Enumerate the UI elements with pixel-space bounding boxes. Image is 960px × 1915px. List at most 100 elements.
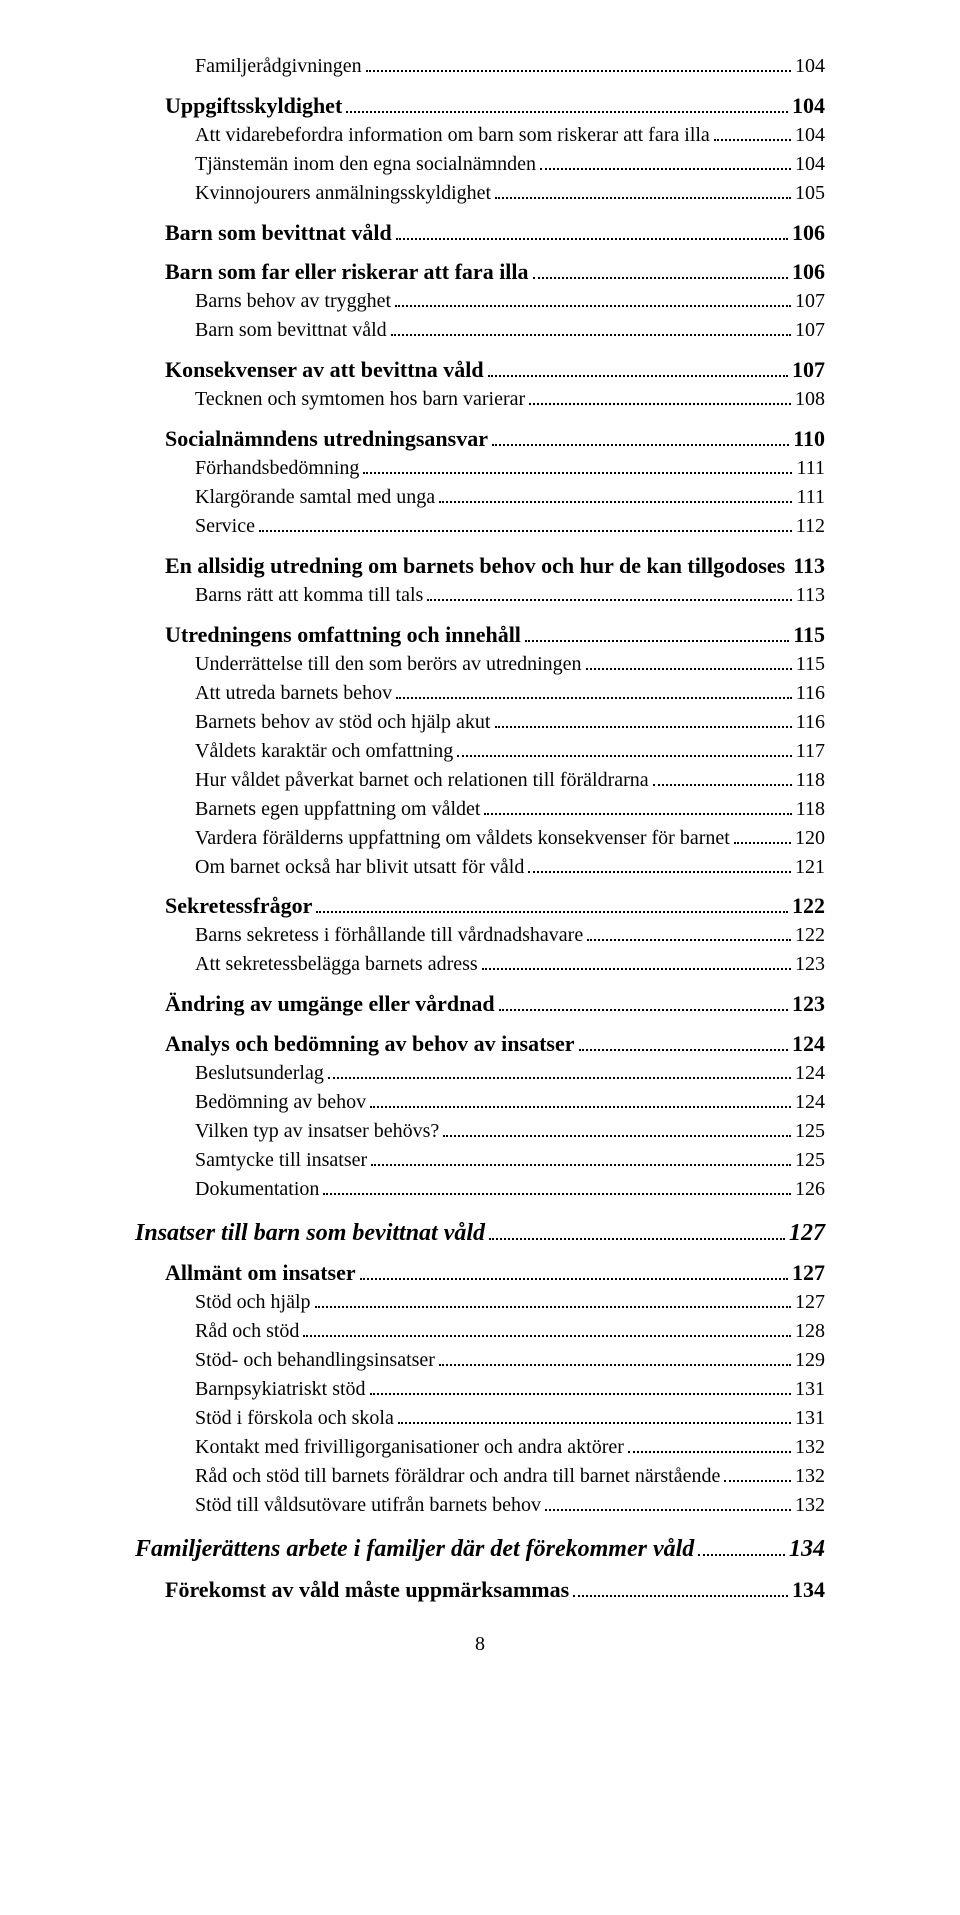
toc-entry: Dokumentation 126 [195,1175,825,1202]
toc-leader [489,1216,785,1240]
toc-entry-page: 105 [795,181,825,206]
toc-entry-label: Sekretessfrågor [165,893,312,919]
toc-leader [328,1059,791,1079]
toc-entry: Förekomst av våld måste uppmärksammas 134 [165,1575,825,1603]
toc-entry-page: 127 [792,1260,825,1286]
toc-entry-label: Barns behov av trygghet [195,289,391,314]
toc-entry: Förhandsbedömning111 [195,454,825,481]
toc-leader [653,766,792,786]
toc-leader [529,385,791,405]
toc-entry: Barn som bevittnat våld 106 [165,218,825,246]
toc-entry-label: Barnets behov av stöd och hjälp akut [195,710,491,735]
toc-entry: Barns rätt att komma till tals 113 [195,581,825,608]
toc-entry-page: 108 [795,387,825,412]
toc-leader [579,1029,788,1051]
toc-entry-label: Analys och bedömning av behov av insatse… [165,1031,575,1057]
toc-entry-label: Utredningens omfattning och innehåll [165,622,521,648]
toc-entry: Familjerättens arbete i familjer där det… [135,1532,825,1563]
toc-entry-page: 134 [792,1577,825,1603]
page-container: Familjerådgivningen 104 Uppgiftsskyldighet… [0,0,960,1696]
toc-entry-label: Barn som bevittnat våld [165,220,392,246]
toc-leader [499,989,788,1011]
toc-entry-label: Våldets karaktär och omfattning [195,739,453,764]
toc-entry: Att sekretessbelägga barnets adress123 [195,950,825,977]
toc-entry: Klargörande samtal med unga111 [195,483,825,510]
toc-leader [316,892,788,914]
toc-entry: Familjerådgivningen 104 [195,52,825,79]
toc-leader [259,512,792,532]
toc-leader [488,355,788,377]
toc-entry-label: Barn som bevittnat våld [195,318,387,343]
toc-leader [495,708,792,728]
toc-leader [395,287,791,307]
toc-entry-label: Råd och stöd till barnets föräldrar och … [195,1464,720,1489]
toc-leader [698,1532,785,1556]
toc-entry: Om barnet också har blivit utsatt för vå… [195,853,825,880]
toc-leader [439,483,792,503]
toc-leader [734,824,791,844]
toc-entry: Vardera förälderns uppfattning om våldet… [195,824,825,851]
toc-leader [360,1259,788,1281]
toc-entry: Barnets egen uppfattning om våldet118 [195,795,825,822]
toc-entry: Stöd i förskola och skola131 [195,1404,825,1431]
toc-entry-label: Barnets egen uppfattning om våldet [195,797,480,822]
toc-entry-page: 131 [795,1377,825,1402]
toc-leader [370,1375,791,1395]
toc-entry: Uppgiftsskyldighet104 [165,91,825,119]
toc-entry: Samtycke till insatser125 [195,1146,825,1173]
toc-entry-page: 126 [795,1177,825,1202]
toc-entry-label: Familjerådgivningen [195,54,362,79]
toc-entry: Våldets karaktär och omfattning117 [195,737,825,764]
toc-entry: Barns sekretess i förhållande till vårdn… [195,921,825,948]
toc-entry-label: Konsekvenser av att bevittna våld [165,357,484,383]
toc-entry-page: 115 [793,622,825,648]
toc-leader [484,795,791,815]
toc-entry-label: Familjerättens arbete i familjer där det… [135,1536,694,1563]
toc-entry-label: Service [195,514,255,539]
toc-entry-page: 113 [796,583,825,608]
toc-entry-page: 104 [795,54,825,79]
toc-leader [366,52,791,72]
toc-leader [545,1491,791,1511]
toc-entry-page: 110 [793,426,825,452]
toc-entry-label: Barns sekretess i förhållande till vårdn… [195,923,583,948]
toc-entry-page: 121 [795,855,825,880]
toc-leader [398,1404,791,1424]
toc-leader [363,454,792,474]
toc-entry: Kontakt med frivilligorganisationer och … [195,1433,825,1460]
toc-entry: Barn som bevittnat våld107 [195,316,825,343]
toc-leader [482,950,791,970]
toc-leader [540,150,791,170]
toc-entry-page: 128 [795,1319,825,1344]
toc-entry-label: Tecknen och symtomen hos barn varierar [195,387,525,412]
toc-entry: Att vidarebefordra information om barn s… [195,121,825,148]
toc-entry: Tecknen och symtomen hos barn varierar 10… [195,385,825,412]
toc-entry-page: 116 [796,710,825,735]
toc-entry-page: 112 [796,514,825,539]
toc-entry-page: 106 [792,220,825,246]
toc-leader [315,1288,791,1308]
toc-entry: Allmänt om insatser 127 [165,1259,825,1287]
toc-entry-label: Barns rätt att komma till tals [195,583,423,608]
toc-entry-label: Råd och stöd [195,1319,299,1344]
toc-entry: Konsekvenser av att bevittna våld107 [165,355,825,383]
toc-entry: Barnets behov av stöd och hjälp akut 116 [195,708,825,735]
toc-entry-label: Ändring av umgänge eller vårdnad [165,991,495,1017]
toc-entry-page: 122 [792,893,825,919]
toc-entry-label: En allsidig utredning om barnets behov o… [165,553,785,579]
toc-entry-label: Allmänt om insatser [165,1260,356,1286]
toc-entry-page: 111 [796,485,825,510]
toc-entry-label: Bedömning av behov [195,1090,366,1115]
toc-entry-label: Att utreda barnets behov [195,681,392,706]
toc-entry-page: 111 [796,456,825,481]
toc-entry: Barn som far eller riskerar att fara ill… [165,258,825,286]
toc-leader [724,1462,791,1482]
toc-leader [370,1088,791,1108]
toc-entry-label: Stöd i förskola och skola [195,1406,394,1431]
toc-entry-label: Dokumentation [195,1177,319,1202]
toc-entry-page: 125 [795,1119,825,1144]
toc-entry-label: Stöd till våldsutövare utifrån barnets b… [195,1493,541,1518]
toc-entry-label: Förekomst av våld måste uppmärksammas [165,1577,569,1603]
toc-entry-page: 124 [795,1090,825,1115]
toc-entry-page: 104 [795,123,825,148]
